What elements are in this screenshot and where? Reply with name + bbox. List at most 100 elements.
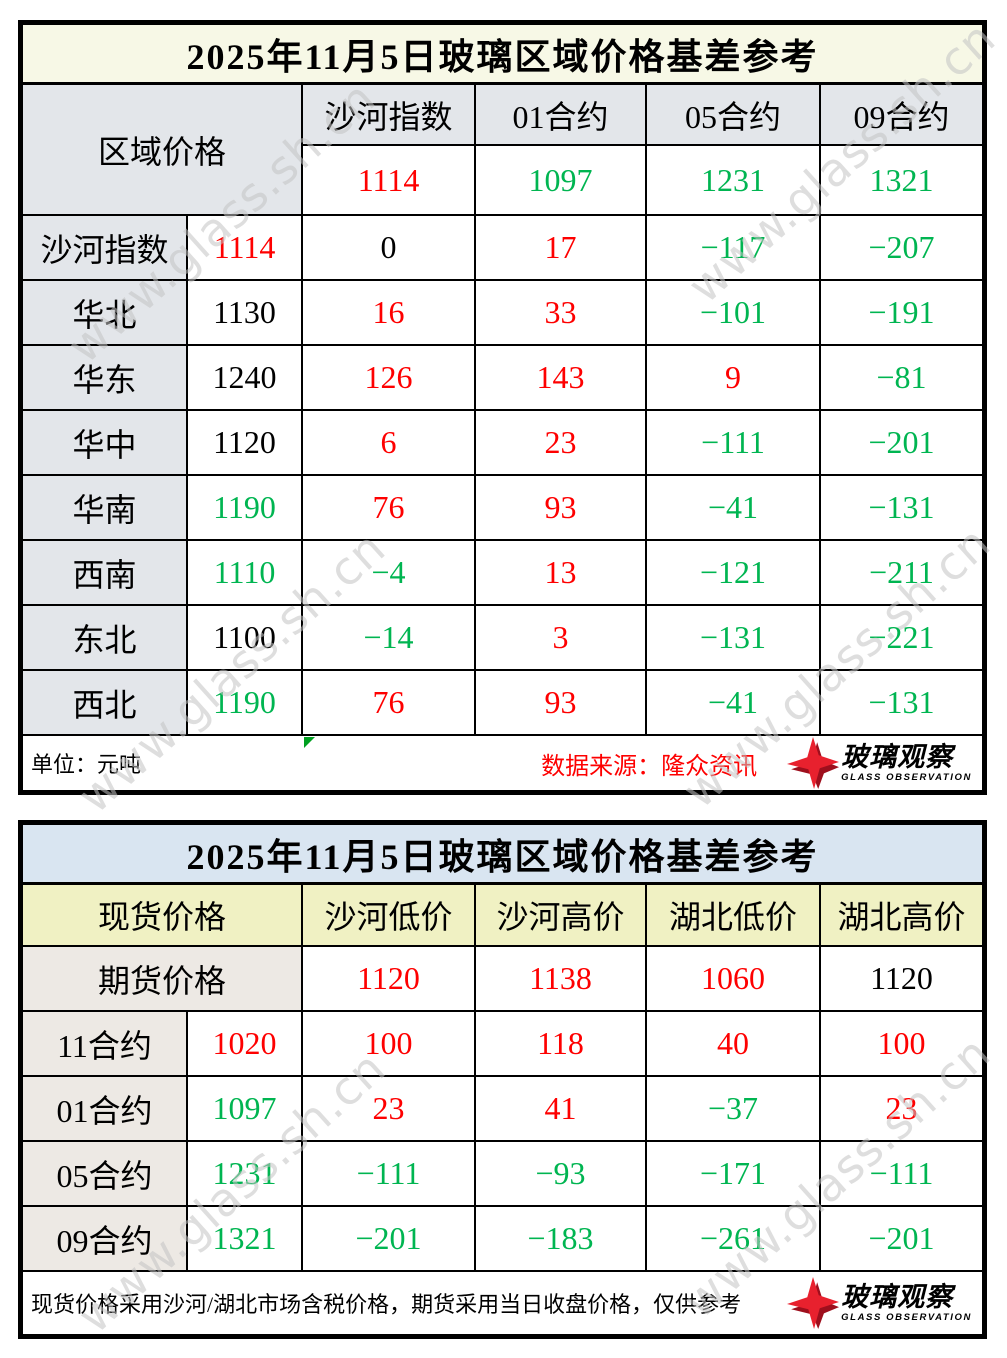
spot-futures-basis-table: 2025年11月5日玻璃区域价格基差参考 现货价格 沙河低价 沙河高价 湖北低价… [18,820,987,1339]
spot-price-cell: 1114 [188,216,303,281]
spot-price-cell: 1120 [821,947,982,1012]
basis-cell: −41 [647,476,821,541]
basis-cell: 41 [476,1077,647,1142]
contract-label: 09合约 [23,1207,188,1272]
column-header-05-contract: 05合约 [647,85,821,146]
column-header-hubei-high: 湖北高价 [821,885,982,947]
contract-label: 01合约 [23,1077,188,1142]
basis-cell: −183 [476,1207,647,1272]
contract-price-cell: 1097 [476,146,647,216]
basis-cell: −117 [647,216,821,281]
spot-price-cell: 1190 [188,671,303,736]
basis-cell: −171 [647,1142,821,1207]
cell-comment-marker [304,737,315,748]
region-label: 华北 [23,281,188,346]
basis-cell: −81 [821,346,982,411]
basis-cell: 17 [476,216,647,281]
spot-price-cell: 1110 [188,541,303,606]
column-header-hubei-low: 湖北低价 [647,885,821,947]
region-label: 西北 [23,671,188,736]
brand-text: 玻璃观察 GLASS OBSERVATION [841,1281,972,1323]
basis-cell: 100 [821,1012,982,1077]
basis-cell: −101 [647,281,821,346]
basis-cell: −121 [647,541,821,606]
futures-price-cell: 1321 [188,1207,303,1272]
basis-cell: −221 [821,606,982,671]
spot-price-cell: 1120 [188,411,303,476]
basis-cell: −111 [303,1142,476,1207]
brand-logo: 玻璃观察 GLASS OBSERVATION [787,737,972,789]
brand-subtitle: GLASS OBSERVATION [841,1311,972,1323]
brand-name: 玻璃观察 [841,741,954,772]
spot-price-cell: 1100 [188,606,303,671]
basis-cell: 118 [476,1012,647,1077]
basis-cell: −201 [821,1207,982,1272]
table1-corner-header: 区域价格 [23,85,303,216]
region-label: 东北 [23,606,188,671]
table2-title: 2025年11月5日玻璃区域价格基差参考 [23,825,982,885]
disclaimer-note: 现货价格采用沙河/湖北市场含税价格，期货采用当日收盘价格，仅供参考 [31,1292,742,1317]
basis-cell: −41 [647,671,821,736]
regional-basis-table: 2025年11月5日玻璃区域价格基差参考 区域价格 沙河指数 01合约 05合约… [18,20,987,795]
column-header-shahe-index: 沙河指数 [303,85,476,146]
region-label: 沙河指数 [23,216,188,281]
region-label: 华东 [23,346,188,411]
brand-text: 玻璃观察 GLASS OBSERVATION [841,741,972,783]
contract-label: 05合约 [23,1142,188,1207]
basis-cell: −201 [303,1207,476,1272]
futures-price-cell: 1231 [188,1142,303,1207]
basis-cell: −14 [303,606,476,671]
basis-cell: 76 [303,671,476,736]
basis-cell: 23 [303,1077,476,1142]
contract-price-cell: 1114 [303,146,476,216]
basis-cell: 16 [303,281,476,346]
basis-cell: −37 [647,1077,821,1142]
contract-label: 11合约 [23,1012,188,1077]
region-label: 华中 [23,411,188,476]
basis-cell: −131 [647,606,821,671]
basis-cell: 0 [303,216,476,281]
column-header-shahe-low: 沙河低价 [303,885,476,947]
basis-cell: 23 [821,1077,982,1142]
basis-cell: −131 [821,671,982,736]
basis-cell: 93 [476,671,647,736]
basis-cell: 33 [476,281,647,346]
basis-cell: 76 [303,476,476,541]
region-label: 华南 [23,476,188,541]
column-header-01-contract: 01合约 [476,85,647,146]
glass-observation-star-icon [787,737,840,789]
table1-title: 2025年11月5日玻璃区域价格基差参考 [23,25,982,85]
basis-cell: −111 [647,411,821,476]
basis-cell: 93 [476,476,647,541]
table1-footer: 单位：元吨 数据来源：隆众资讯 玻璃观察 GLASS OBSERVATION [23,736,982,790]
basis-cell: −201 [821,411,982,476]
brand-logo: 玻璃观察 GLASS OBSERVATION [787,1277,972,1329]
brand-name: 玻璃观察 [841,1281,954,1312]
futures-price-row-label: 期货价格 [23,947,303,1012]
spot-price-cell: 1130 [188,281,303,346]
basis-cell: −207 [821,216,982,281]
basis-cell: 3 [476,606,647,671]
table2-footer: 现货价格采用沙河/湖北市场含税价格，期货采用当日收盘价格，仅供参考 玻璃观察 G… [23,1272,982,1334]
basis-cell: 9 [647,346,821,411]
basis-cell: 126 [303,346,476,411]
basis-cell: 100 [303,1012,476,1077]
spot-price-cell: 1190 [188,476,303,541]
basis-cell: −191 [821,281,982,346]
futures-price-cell: 1097 [188,1077,303,1142]
contract-price-cell: 1231 [647,146,821,216]
basis-cell: −93 [476,1142,647,1207]
basis-cell: −211 [821,541,982,606]
unit-label: 单位：元吨 [31,752,142,777]
contract-price-cell: 1321 [821,146,982,216]
basis-cell: 23 [476,411,647,476]
glass-observation-star-icon [787,1277,840,1329]
region-label: 西南 [23,541,188,606]
brand-subtitle: GLASS OBSERVATION [841,771,972,783]
futures-price-cell: 1020 [188,1012,303,1077]
basis-cell: 143 [476,346,647,411]
spot-price-cell: 1120 [303,947,476,1012]
spot-price-cell: 1060 [647,947,821,1012]
basis-cell: −261 [647,1207,821,1272]
column-header-shahe-high: 沙河高价 [476,885,647,947]
